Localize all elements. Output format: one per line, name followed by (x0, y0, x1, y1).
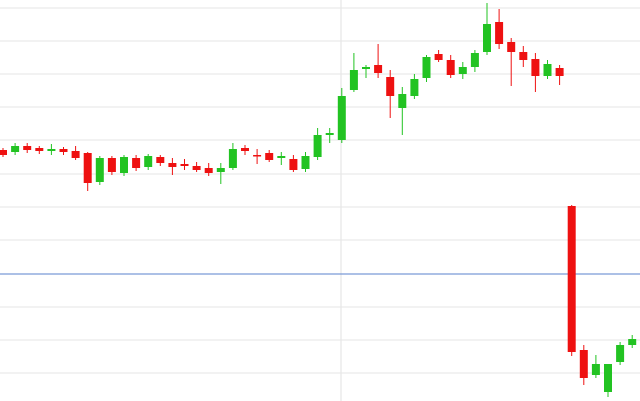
candle-body (11, 146, 20, 152)
candle-body (253, 155, 262, 157)
candle-body (216, 168, 225, 172)
candle-body (71, 151, 80, 158)
candle-body (265, 153, 274, 160)
candle-body (337, 96, 346, 140)
candle-body (83, 153, 92, 183)
candle-body (59, 149, 68, 152)
candle-body (591, 364, 600, 375)
candle-body (277, 156, 286, 158)
candle-body (156, 157, 165, 163)
candle-body (349, 70, 358, 90)
candle-body (47, 149, 56, 151)
candle-body (313, 135, 322, 157)
candle-body (132, 158, 141, 168)
candle-body (228, 149, 237, 168)
candle-body (543, 64, 552, 76)
candle-body (483, 24, 491, 52)
candle-body (616, 345, 625, 362)
candle-body (120, 157, 128, 173)
candle-body (410, 79, 419, 96)
candle-body (362, 67, 370, 69)
candle-body (35, 148, 44, 151)
candle-body (567, 206, 576, 352)
candle-body (386, 77, 395, 96)
candle-body (289, 159, 298, 170)
candle-body (446, 60, 455, 75)
candle-body (325, 133, 334, 135)
candle-body (579, 350, 588, 378)
candle-body (495, 22, 504, 44)
candle-body (23, 146, 32, 150)
candle-body (470, 53, 479, 67)
candle-body (604, 364, 612, 392)
candle-body (204, 168, 213, 173)
candle-body (374, 65, 383, 73)
candle-body (301, 156, 310, 169)
candle-body (422, 57, 431, 78)
candle-body (95, 158, 104, 182)
candle-body (628, 339, 637, 345)
candle-body (0, 150, 7, 155)
candle-body (458, 67, 467, 74)
candle-body (168, 163, 177, 167)
candle-body (192, 166, 201, 170)
candle-body (107, 158, 116, 172)
candle-body (531, 59, 540, 76)
candle-body (555, 68, 564, 76)
candle-body (519, 52, 528, 60)
candle-body (241, 148, 249, 151)
candle-body (144, 156, 153, 167)
candle-body (434, 54, 443, 60)
candle-body (398, 94, 407, 108)
candle-body (180, 164, 189, 166)
candle-body (507, 42, 516, 52)
